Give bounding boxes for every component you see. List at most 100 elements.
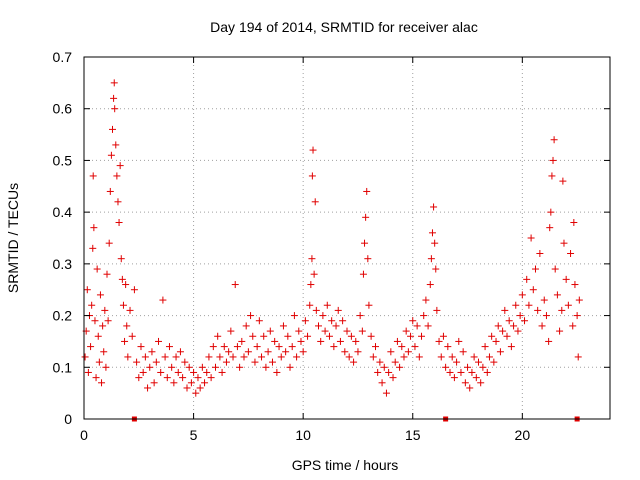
data-point <box>418 332 426 340</box>
data-point <box>102 363 110 371</box>
data-point <box>319 312 327 320</box>
data-point <box>503 332 511 340</box>
data-point <box>529 286 537 294</box>
data-point <box>501 306 509 314</box>
data-point <box>176 348 184 356</box>
data-point <box>490 358 498 366</box>
x-tick-label: 20 <box>515 427 531 443</box>
data-point <box>146 363 154 371</box>
data-point <box>244 348 252 356</box>
data-points <box>81 79 583 397</box>
data-point <box>96 291 104 299</box>
data-point <box>295 327 303 335</box>
data-point <box>212 363 219 371</box>
data-point <box>444 343 452 351</box>
data-point <box>105 239 113 247</box>
data-point <box>321 327 329 335</box>
data-point <box>161 353 169 361</box>
data-point <box>249 332 257 340</box>
data-point <box>198 363 206 371</box>
data-point <box>364 255 372 263</box>
data-point <box>341 348 349 356</box>
data-point <box>179 374 187 382</box>
y-tick-label: 0.6 <box>53 101 73 117</box>
data-point <box>536 250 544 258</box>
data-point <box>203 368 211 376</box>
data-point <box>301 317 309 325</box>
data-point <box>114 198 122 206</box>
data-point <box>575 296 583 304</box>
data-point <box>488 332 496 340</box>
data-point <box>455 337 463 345</box>
data-point <box>133 358 141 366</box>
data-point <box>464 363 472 371</box>
data-point <box>81 353 89 361</box>
data-point <box>548 172 556 180</box>
data-point <box>574 353 582 361</box>
data-point <box>240 353 248 361</box>
data-point <box>119 301 127 309</box>
data-point <box>428 229 436 237</box>
data-point <box>190 368 198 376</box>
data-point <box>110 94 118 102</box>
y-tick-label: 0.3 <box>53 256 73 272</box>
data-point <box>562 275 570 283</box>
y-tick-label: 0.5 <box>53 152 73 168</box>
data-point <box>547 208 555 216</box>
data-point <box>174 368 182 376</box>
data-point <box>512 301 520 309</box>
data-point <box>477 379 485 387</box>
data-point <box>150 379 158 387</box>
data-point <box>376 358 384 366</box>
data-point <box>521 317 529 325</box>
data-point <box>247 312 255 320</box>
data-point <box>306 301 314 309</box>
data-point <box>148 348 156 356</box>
data-point <box>311 198 319 206</box>
data-point <box>152 358 160 366</box>
data-point <box>116 162 124 170</box>
data-point <box>481 343 489 351</box>
data-point <box>293 353 301 361</box>
x-tick-label: 10 <box>295 427 311 443</box>
data-point <box>83 286 91 294</box>
data-point <box>266 327 274 335</box>
data-point <box>387 348 395 356</box>
data-point <box>450 374 458 382</box>
data-point <box>141 353 149 361</box>
data-point <box>262 363 270 371</box>
data-point <box>505 317 513 325</box>
data-point <box>560 239 568 247</box>
data-point <box>308 172 316 180</box>
data-point <box>260 332 268 340</box>
y-tick-label: 0.1 <box>53 359 73 375</box>
data-point <box>393 337 401 345</box>
data-point <box>284 332 292 340</box>
data-point <box>118 275 126 283</box>
data-point <box>110 79 118 87</box>
data-point <box>347 332 355 340</box>
data-point <box>494 322 502 330</box>
data-point <box>101 306 109 314</box>
data-point <box>216 353 224 361</box>
data-point <box>253 343 261 351</box>
data-point <box>334 306 342 314</box>
data-point <box>343 327 351 335</box>
data-point <box>89 244 97 252</box>
data-point <box>297 337 305 345</box>
data-point <box>122 281 130 289</box>
data-point <box>185 363 193 371</box>
data-point <box>550 136 558 144</box>
data-point <box>411 343 419 351</box>
data-point <box>404 348 412 356</box>
data-point <box>275 343 283 351</box>
data-point <box>91 317 99 325</box>
data-point <box>225 348 233 356</box>
x-tick-label: 15 <box>405 427 421 443</box>
plot-frame <box>83 56 611 420</box>
data-point <box>113 172 121 180</box>
data-point <box>304 332 312 340</box>
data-point <box>453 358 461 366</box>
data-point <box>382 389 390 397</box>
data-point <box>391 358 399 366</box>
